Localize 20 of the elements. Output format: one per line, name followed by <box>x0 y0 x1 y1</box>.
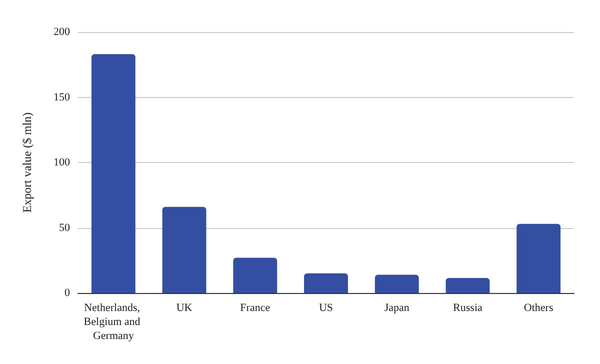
bar <box>91 54 136 293</box>
bar <box>446 278 490 293</box>
x-tick-label: Russia <box>453 302 482 314</box>
y-axis-title: Export value ($ mln) <box>20 112 34 213</box>
x-tick-label: US <box>318 302 334 314</box>
bar <box>304 273 348 293</box>
x-tick-label: Others <box>524 302 554 314</box>
y-tick-label: 0 <box>64 287 70 299</box>
y-tick-label: 100 <box>54 156 70 168</box>
bar <box>162 206 206 293</box>
bar <box>233 258 278 293</box>
x-tick-label: Japan <box>384 302 410 314</box>
y-tick-label: 200 <box>54 26 70 38</box>
y-tick-label: 50 <box>59 222 70 234</box>
x-tick-label: UK <box>176 302 192 314</box>
bar <box>374 274 419 293</box>
x-tick-label: France <box>240 302 270 314</box>
bar <box>516 224 561 293</box>
y-tick-label: 150 <box>54 91 70 104</box>
x-tick-label: Netherlands, Belgium and Germany <box>84 302 144 342</box>
